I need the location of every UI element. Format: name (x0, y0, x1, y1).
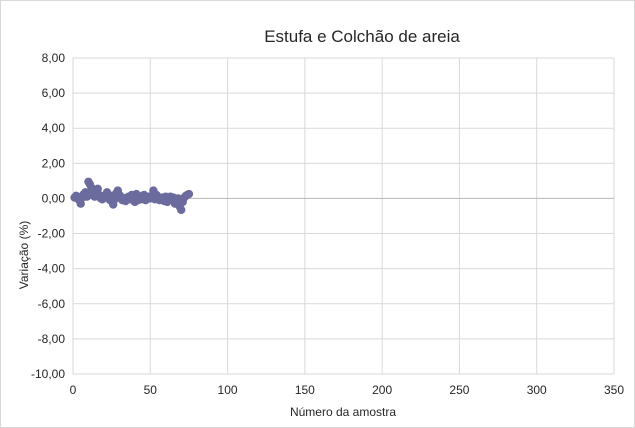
y-tick-label: 6,00 (42, 86, 66, 100)
x-tick-label: 350 (604, 383, 624, 397)
y-tick-label: 4,00 (42, 121, 66, 135)
y-tick-label: -2,00 (38, 227, 66, 241)
y-tick-label: -8,00 (38, 332, 66, 346)
x-tick-label: 150 (295, 383, 315, 397)
chart-title: Estufa e Colchão de areia (264, 27, 460, 46)
y-tick-label: 8,00 (42, 51, 66, 65)
x-tick-label: 50 (144, 383, 158, 397)
x-tick-label: 0 (70, 383, 77, 397)
y-axis-label: Variação (%) (17, 221, 31, 289)
x-axis-ticks: 0 50 100 150 200 250 300 350 (70, 383, 625, 397)
x-tick-label: 300 (527, 383, 547, 397)
data-point (184, 189, 194, 199)
x-tick-label: 200 (372, 383, 392, 397)
y-tick-label: -10,00 (31, 367, 65, 381)
x-tick-label: 100 (218, 383, 238, 397)
x-tick-label: 250 (449, 383, 469, 397)
data-point (82, 192, 92, 201)
y-tick-label: -6,00 (38, 297, 66, 311)
y-tick-label: -4,00 (38, 262, 66, 276)
y-axis-ticks: 8,00 6,00 4,00 2,00 0,00 -2,00 -4,00 -6,00 -8,00… (31, 51, 65, 381)
x-axis-label: Número da amostra (290, 405, 396, 419)
data-points (70, 177, 194, 215)
data-point (177, 205, 186, 215)
y-tick-label: 2,00 (42, 156, 66, 170)
y-tick-label: 0,00 (42, 191, 66, 205)
